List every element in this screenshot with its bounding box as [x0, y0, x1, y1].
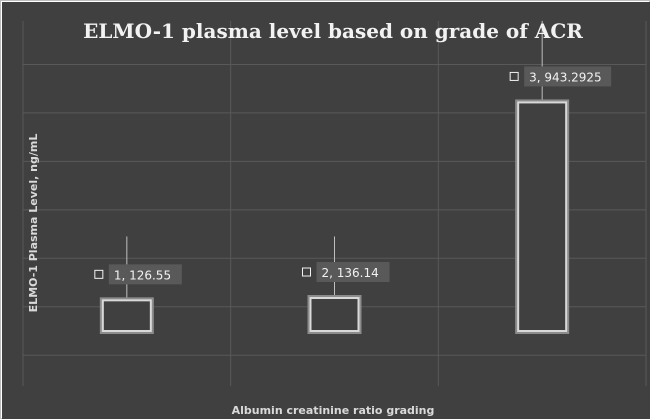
data-label-box — [108, 264, 182, 285]
data-label-marker — [509, 71, 519, 81]
x-axis-title: Albumin creatinine ratio grading — [232, 404, 435, 417]
bar — [309, 297, 360, 333]
data-label-marker — [94, 269, 104, 279]
bar-glow — [99, 297, 154, 335]
bar — [101, 299, 152, 333]
data-label: 2, 136.14 — [322, 266, 379, 280]
y-axis-title: ELMO-1 Plasma Level, ng/mL — [27, 134, 40, 313]
chart-title: ELMO-1 plasma level based on grade of AC… — [83, 19, 583, 43]
data-label: 3, 943.2925 — [529, 70, 602, 84]
bars — [99, 99, 570, 335]
data-label: 1, 126.55 — [114, 268, 171, 282]
data-label-box — [524, 66, 612, 87]
data-label-box — [316, 262, 390, 283]
bar-glow — [515, 99, 570, 334]
data-labels: 1, 126.55 2, 136.14 3, 943.2925 — [94, 66, 612, 285]
bar — [517, 101, 568, 332]
data-label-marker — [302, 267, 311, 277]
bar-glow — [307, 295, 362, 335]
